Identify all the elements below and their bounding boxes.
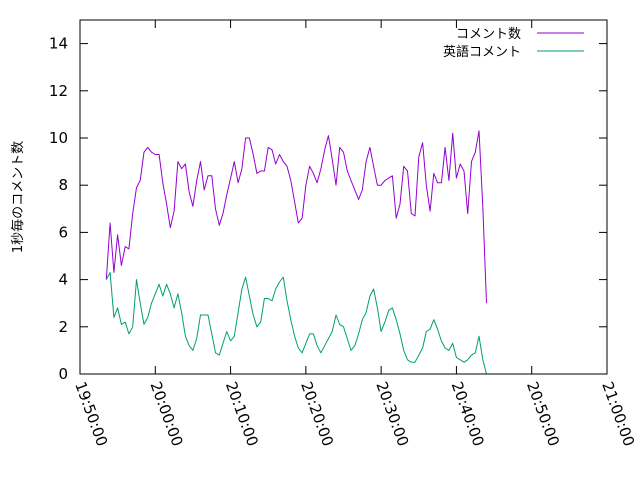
- y-tick-label: 2: [58, 318, 68, 336]
- y-tick-label: 0: [58, 365, 68, 383]
- y-axis-title: 1秒毎のコメント数: [10, 141, 26, 253]
- y-tick-label: 14: [49, 35, 68, 53]
- legend-label-2: 英語コメント: [443, 44, 521, 60]
- series-layer: [105, 130, 487, 375]
- y-tick-label: 10: [49, 129, 68, 147]
- y-axis: 0 2 4 6 8 10 12 14: [49, 35, 607, 383]
- series-line-2: [105, 272, 487, 375]
- legend-label-1: コメント数: [456, 27, 521, 42]
- y-tick-label: 8: [58, 176, 68, 194]
- y-tick-label: 12: [49, 82, 68, 100]
- y-tick-label: 4: [58, 271, 68, 289]
- y-tick-label: 6: [58, 223, 68, 241]
- plot-frame: [79, 19, 608, 375]
- series-line-1: [105, 130, 487, 304]
